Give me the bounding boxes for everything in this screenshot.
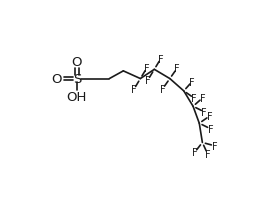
- Text: F: F: [206, 112, 211, 122]
- Text: F: F: [143, 64, 149, 74]
- Text: OH: OH: [66, 90, 87, 103]
- Text: O: O: [51, 73, 62, 86]
- Text: F: F: [188, 77, 194, 87]
- Text: F: F: [145, 76, 150, 85]
- Text: F: F: [201, 107, 206, 117]
- Text: F: F: [211, 141, 216, 151]
- Text: S: S: [72, 73, 81, 86]
- Text: F: F: [204, 149, 210, 159]
- Text: F: F: [190, 93, 196, 103]
- Text: F: F: [173, 64, 179, 74]
- Text: F: F: [159, 84, 165, 94]
- Text: F: F: [207, 124, 212, 134]
- Text: O: O: [71, 56, 82, 69]
- Text: F: F: [191, 147, 197, 157]
- Text: F: F: [199, 94, 204, 104]
- Text: F: F: [157, 54, 163, 64]
- Text: F: F: [131, 85, 136, 95]
